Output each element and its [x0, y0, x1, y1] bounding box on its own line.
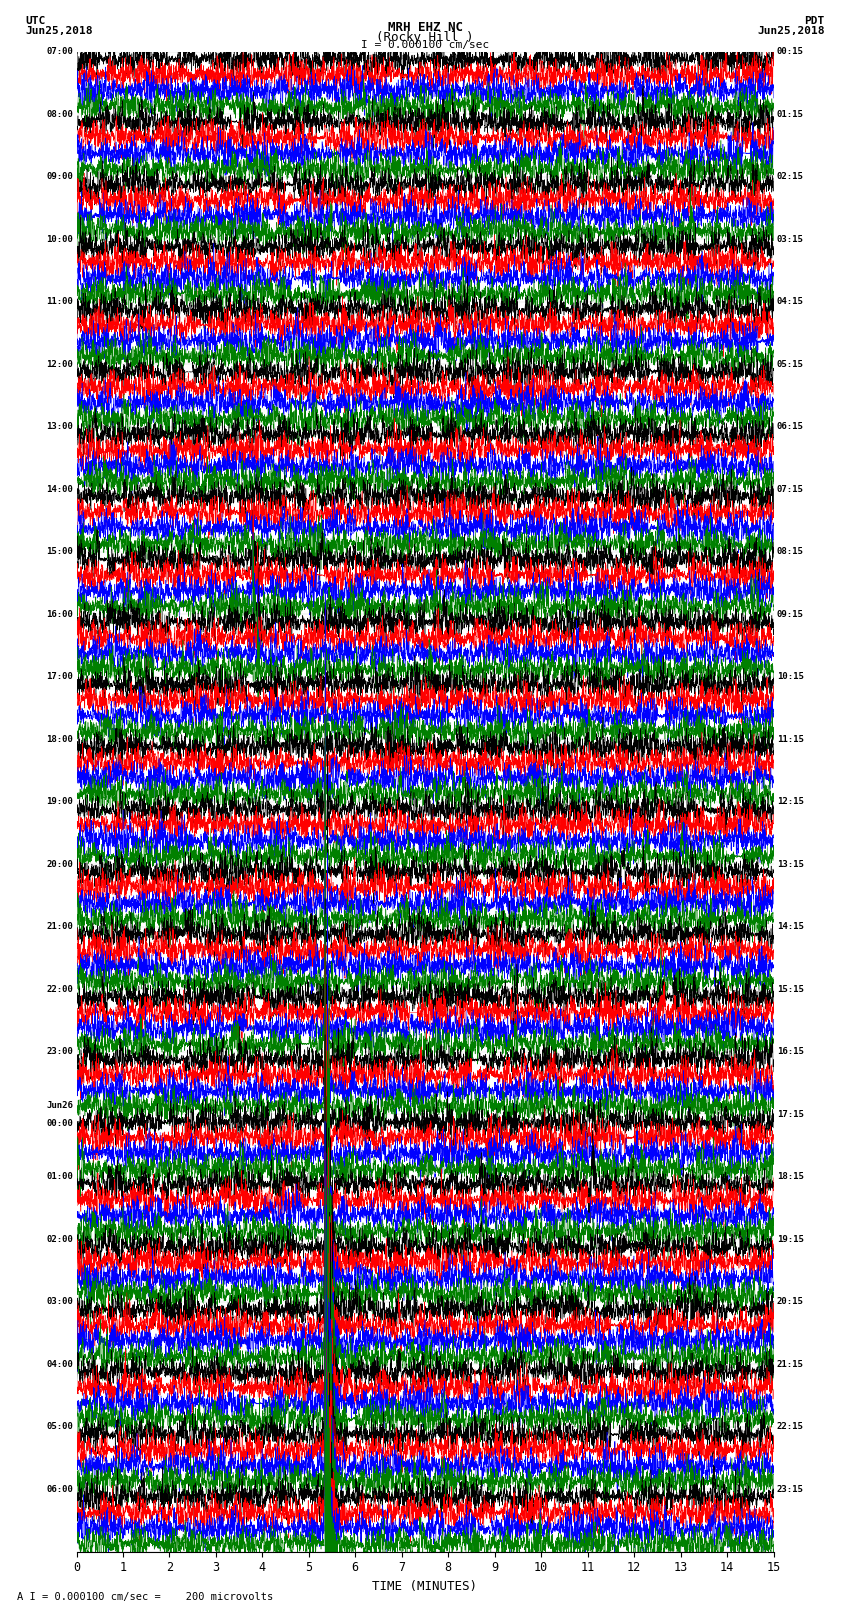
Text: 01:00: 01:00 [46, 1173, 73, 1181]
Text: 11:00: 11:00 [46, 297, 73, 306]
Text: Jun25,2018: Jun25,2018 [757, 26, 824, 35]
Text: 00:15: 00:15 [777, 47, 804, 56]
Text: 07:15: 07:15 [777, 484, 804, 494]
Text: 19:15: 19:15 [777, 1234, 804, 1244]
Text: 03:00: 03:00 [46, 1297, 73, 1307]
Text: 22:00: 22:00 [46, 984, 73, 994]
Text: 13:00: 13:00 [46, 423, 73, 431]
Text: 19:00: 19:00 [46, 797, 73, 806]
Text: 20:15: 20:15 [777, 1297, 804, 1307]
Text: 09:15: 09:15 [777, 610, 804, 619]
Text: 23:00: 23:00 [46, 1047, 73, 1057]
Text: 23:15: 23:15 [777, 1484, 804, 1494]
Text: 13:15: 13:15 [777, 860, 804, 869]
X-axis label: TIME (MINUTES): TIME (MINUTES) [372, 1581, 478, 1594]
Text: 21:15: 21:15 [777, 1360, 804, 1369]
Text: 15:00: 15:00 [46, 547, 73, 556]
Text: 12:15: 12:15 [777, 797, 804, 806]
Text: 10:00: 10:00 [46, 234, 73, 244]
Text: 16:00: 16:00 [46, 610, 73, 619]
Text: 15:15: 15:15 [777, 984, 804, 994]
Text: A I = 0.000100 cm/sec =    200 microvolts: A I = 0.000100 cm/sec = 200 microvolts [17, 1592, 273, 1602]
Text: 05:00: 05:00 [46, 1423, 73, 1431]
Text: 14:15: 14:15 [777, 923, 804, 931]
Text: 12:00: 12:00 [46, 360, 73, 369]
Text: MRH EHZ NC: MRH EHZ NC [388, 21, 462, 34]
Text: 08:00: 08:00 [46, 110, 73, 119]
Text: (Rocky Hill ): (Rocky Hill ) [377, 31, 473, 44]
Text: UTC: UTC [26, 16, 46, 26]
Text: 09:00: 09:00 [46, 173, 73, 181]
Text: I = 0.000100 cm/sec: I = 0.000100 cm/sec [361, 40, 489, 50]
Text: 01:15: 01:15 [777, 110, 804, 119]
Text: 07:00: 07:00 [46, 47, 73, 56]
Text: 10:15: 10:15 [777, 673, 804, 681]
Text: 05:15: 05:15 [777, 360, 804, 369]
Text: 06:00: 06:00 [46, 1484, 73, 1494]
Text: Jun26: Jun26 [46, 1100, 73, 1110]
Text: 22:15: 22:15 [777, 1423, 804, 1431]
Text: 18:15: 18:15 [777, 1173, 804, 1181]
Text: 17:00: 17:00 [46, 673, 73, 681]
Text: 03:15: 03:15 [777, 234, 804, 244]
Text: 02:15: 02:15 [777, 173, 804, 181]
Text: 11:15: 11:15 [777, 734, 804, 744]
Text: 00:00: 00:00 [46, 1119, 73, 1127]
Text: 21:00: 21:00 [46, 923, 73, 931]
Text: Jun25,2018: Jun25,2018 [26, 26, 93, 35]
Text: 06:15: 06:15 [777, 423, 804, 431]
Text: 14:00: 14:00 [46, 484, 73, 494]
Text: 16:15: 16:15 [777, 1047, 804, 1057]
Text: PDT: PDT [804, 16, 824, 26]
Text: 17:15: 17:15 [777, 1110, 804, 1119]
Text: 18:00: 18:00 [46, 734, 73, 744]
Text: 02:00: 02:00 [46, 1234, 73, 1244]
Text: 20:00: 20:00 [46, 860, 73, 869]
Text: 04:00: 04:00 [46, 1360, 73, 1369]
Text: 04:15: 04:15 [777, 297, 804, 306]
Text: 08:15: 08:15 [777, 547, 804, 556]
